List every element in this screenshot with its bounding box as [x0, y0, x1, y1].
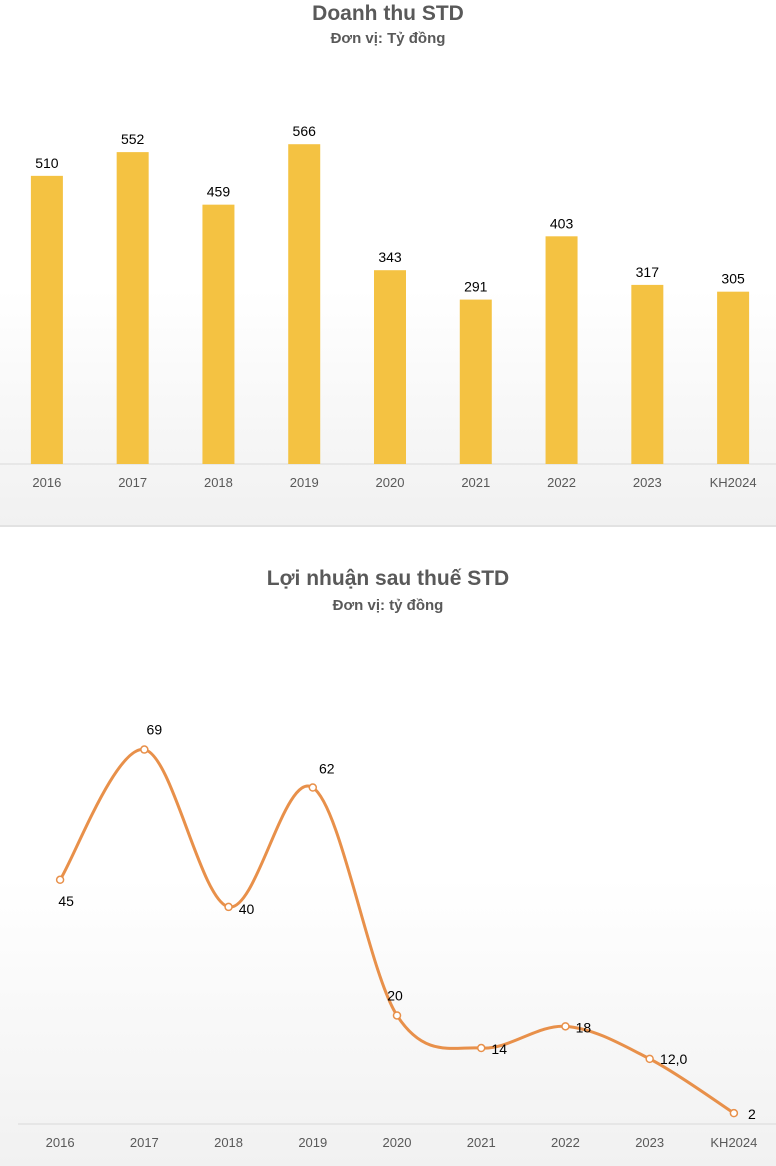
x-tick-label: 2017: [118, 475, 147, 490]
bar-value-label: 317: [636, 264, 660, 280]
bar-2017: [116, 152, 149, 464]
x-tick-label: 2018: [204, 475, 233, 490]
data-point-2021: [476, 1043, 486, 1053]
x-tick-label: KH2024: [710, 1135, 757, 1150]
data-point-2022: [561, 1022, 570, 1031]
bar-value-label: 566: [293, 123, 317, 139]
x-tick-label: 2018: [214, 1135, 243, 1150]
point-value-label: 2: [748, 1106, 756, 1122]
bar-value-label: 459: [207, 184, 231, 200]
x-tick-label: 2020: [376, 475, 405, 490]
profit-series-line: [58, 748, 736, 1115]
point-value-label: 20: [387, 987, 403, 1003]
x-tick-label: 2022: [551, 1135, 580, 1150]
x-tick-label: KH2024: [710, 475, 757, 490]
profit-line-chart: 4520166920174020186220192020201420211820…: [18, 722, 776, 1150]
profit-chart-subtitle: Đơn vị: tỷ đồng: [332, 597, 444, 614]
revenue-chart-panel: Doanh thu STD Đơn vị: Tỷ đồng 510 2016 552…: [0, 0, 776, 525]
point-value-label: 69: [147, 722, 163, 738]
data-point-2023: [645, 1054, 654, 1064]
x-tick-label: 2016: [32, 475, 61, 490]
data-point-2020: [392, 1011, 402, 1020]
point-value-label: 62: [319, 761, 335, 777]
point-value-label: 14: [491, 1041, 507, 1057]
point-value-label: 40: [239, 901, 255, 917]
x-tick-label: 2016: [46, 1135, 75, 1150]
x-tick-label: 2021: [467, 1135, 496, 1150]
bar-kh2024: [717, 291, 750, 464]
bar-value-label: 552: [121, 131, 145, 147]
x-tick-label: 2019: [298, 1135, 327, 1150]
bar-2016: [30, 175, 63, 464]
x-tick-label: 2019: [290, 475, 319, 490]
chart-divider: [0, 525, 776, 527]
profit-chart-panel: Lợi nhuận sau thuế STD Đơn vị: tỷ đồng 4…: [0, 527, 776, 1166]
data-point-2018: [224, 902, 233, 912]
bar-2020: [374, 270, 406, 464]
bar-2022: [545, 236, 578, 464]
point-value-label: 12,0: [660, 1051, 687, 1067]
data-point-2017: [140, 745, 149, 754]
bar-2023: [631, 284, 664, 464]
x-tick-label: 2021: [461, 475, 490, 490]
data-point-kh2024: [729, 1108, 739, 1118]
x-tick-label: 2020: [383, 1135, 412, 1150]
bar-value-label: 291: [464, 279, 488, 295]
bar-value-label: 343: [378, 249, 402, 265]
data-point-2016: [55, 875, 65, 885]
revenue-chart-subtitle: Đơn vị: Tỷ đồng: [330, 30, 446, 47]
profit-chart-title: Lợi nhuận sau thuế STD: [266, 567, 510, 590]
data-point-2019: [308, 783, 318, 792]
revenue-bar-chart: 510 2016 552 2017 459 2018 566 2019 343 2020 291 20…: [0, 123, 776, 490]
bar-2018: [202, 204, 235, 465]
point-value-label: 45: [58, 893, 74, 909]
bar-value-label: 510: [35, 155, 59, 171]
bar-value-label: 305: [721, 271, 745, 287]
x-tick-label: 2022: [547, 475, 576, 490]
x-tick-label: 2017: [130, 1135, 159, 1150]
x-tick-label: 2023: [633, 475, 662, 490]
point-value-label: 18: [576, 1019, 592, 1035]
revenue-chart-title: Doanh thu STD: [312, 2, 464, 25]
bar-2021: [459, 299, 492, 464]
bar-2019: [288, 144, 321, 464]
x-tick-label: 2023: [635, 1135, 664, 1150]
bar-value-label: 403: [550, 215, 574, 231]
